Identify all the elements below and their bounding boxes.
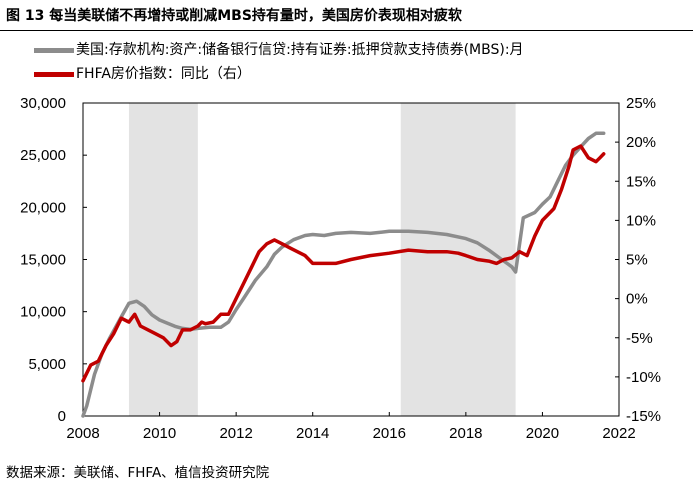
- x-tick-label: 2018: [449, 425, 482, 442]
- title-divider: [0, 30, 693, 31]
- right-tick-label: 5%: [626, 252, 648, 269]
- right-tick-label: 15%: [626, 173, 656, 190]
- left-tick-label: 0: [58, 408, 66, 425]
- left-tick-label: 20,000: [20, 199, 66, 216]
- series-lines: [81, 131, 606, 418]
- shaded-periods: [128, 103, 516, 416]
- right-tick-label: -10%: [626, 369, 661, 386]
- left-axis: 0 5,000 10,000 15,000 20,000 25,000 30,000: [20, 95, 87, 425]
- shaded-period-0: [128, 103, 198, 416]
- left-tick-label: 30,000: [20, 95, 66, 112]
- x-tick-label: 2014: [296, 425, 329, 442]
- legend-item-mbs: 美国:存款机构:资产:储备银行信贷:持有证券:抵押贷款支持债券(MBS):月: [34, 38, 524, 62]
- legend-swatch-mbs: [34, 47, 74, 53]
- right-tick-label: 25%: [626, 95, 656, 112]
- x-tick-label: 2022: [602, 425, 635, 442]
- right-axis: -15% -10% -5% 0% 5% 10% 15% 20% 25%: [615, 95, 661, 425]
- legend-label-fhfa: FHFA房价指数：同比（右）: [76, 66, 251, 82]
- legend-swatch-fhfa: [34, 71, 74, 77]
- series-line-fhfa: [81, 144, 606, 383]
- source-note: 数据来源：美联储、FHFA、植信投资研究院: [6, 465, 270, 481]
- left-tick-label: 10,000: [20, 304, 66, 321]
- right-tick-label: -5%: [626, 330, 653, 347]
- x-tick-label: 2016: [373, 425, 406, 442]
- legend-label-mbs: 美国:存款机构:资产:储备银行信贷:持有证券:抵押贷款支持债券(MBS):月: [76, 42, 524, 58]
- right-tick-label: 10%: [626, 212, 656, 229]
- shaded-period-1: [400, 103, 516, 416]
- legend: 美国:存款机构:资产:储备银行信贷:持有证券:抵押贷款支持债券(MBS):月 F…: [34, 38, 524, 86]
- right-tick-label: -15%: [626, 408, 661, 425]
- x-tick-label: 2010: [143, 425, 176, 442]
- figure-title: 图 13 每当美联储不再增持或削减MBS持有量时，美国房价表现相对疲软: [6, 8, 462, 24]
- right-tick-label: 0%: [626, 291, 648, 308]
- left-tick-label: 5,000: [28, 356, 66, 373]
- right-tick-label: 20%: [626, 134, 656, 151]
- x-tick-label: 2008: [66, 425, 99, 442]
- x-axis: 2008 2010 2012 2014 2016 2018 2020 2022: [66, 412, 636, 442]
- series-line-mbs: [81, 131, 606, 418]
- legend-item-fhfa: FHFA房价指数：同比（右）: [34, 62, 524, 86]
- left-tick-label: 15,000: [20, 252, 66, 269]
- x-tick-label: 2012: [219, 425, 252, 442]
- x-tick-label: 2020: [526, 425, 559, 442]
- left-tick-label: 25,000: [20, 147, 66, 164]
